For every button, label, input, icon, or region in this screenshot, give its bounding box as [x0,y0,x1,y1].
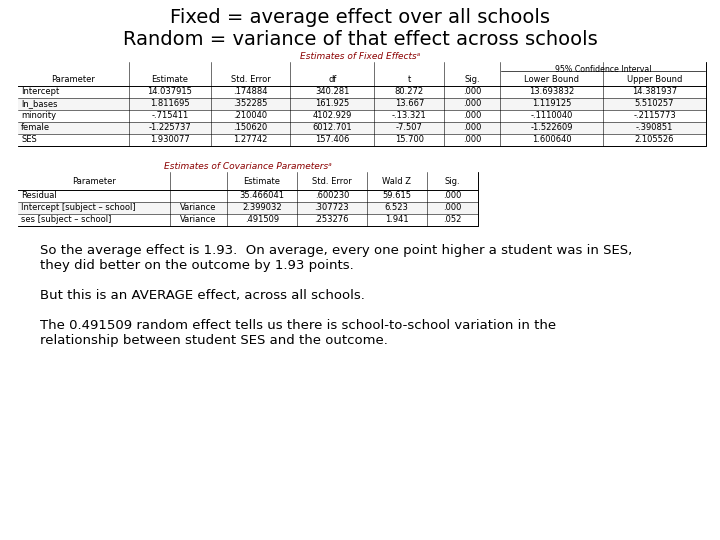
Text: SES: SES [21,136,37,145]
Text: they did better on the outcome by 1.93 points.: they did better on the outcome by 1.93 p… [40,259,354,272]
Text: Std. Error: Std. Error [312,177,352,186]
Text: Sig.: Sig. [444,177,460,186]
Text: .174884: .174884 [233,87,268,97]
Bar [18,202,478,214]
Text: 340.281: 340.281 [315,87,349,97]
Text: df: df [328,75,336,84]
Text: 2.399032: 2.399032 [242,204,282,213]
Bar [18,62,706,146]
Text: Estimate: Estimate [151,75,189,84]
Text: .253276: .253276 [315,215,349,225]
Bar [18,86,706,98]
Text: 59.615: 59.615 [382,192,411,200]
Text: ses [subject – school]: ses [subject – school] [21,215,112,225]
Text: .000: .000 [443,192,462,200]
Text: .000: .000 [463,136,482,145]
Text: 15.700: 15.700 [395,136,424,145]
Text: .000: .000 [463,87,482,97]
Text: Random = variance of that effect across schools: Random = variance of that effect across … [122,30,598,49]
Text: .000: .000 [463,124,482,132]
Text: Variance: Variance [180,215,217,225]
Text: -.13.321: -.13.321 [392,111,427,120]
Text: 13.667: 13.667 [395,99,424,109]
Text: Residual: Residual [21,192,57,200]
Text: .600230: .600230 [315,192,349,200]
Text: -.2115773: -.2115773 [633,111,676,120]
Text: .052: .052 [443,215,462,225]
Text: 14.381937: 14.381937 [632,87,678,97]
Text: .210040: .210040 [233,111,268,120]
Text: 35.466041: 35.466041 [239,192,284,200]
Text: -1.522609: -1.522609 [531,124,573,132]
Text: The 0.491509 random effect tells us there is school-to-school variation in the: The 0.491509 random effect tells us ther… [40,319,556,332]
Text: -.1110040: -.1110040 [531,111,573,120]
Text: Lower Bound: Lower Bound [524,75,580,84]
Text: 1.811695: 1.811695 [150,99,189,109]
Text: minority: minority [21,111,56,120]
Text: Std. Error: Std. Error [230,75,270,84]
Bar [18,172,478,226]
Text: 14.037915: 14.037915 [148,87,192,97]
Text: 1.27742: 1.27742 [233,136,268,145]
Text: Variance: Variance [180,204,217,213]
Text: So the average effect is 1.93.  On average, every one point higher a student was: So the average effect is 1.93. On averag… [40,244,632,257]
Text: 4102.929: 4102.929 [312,111,352,120]
Text: -7.507: -7.507 [396,124,423,132]
Text: But this is an AVERAGE effect, across all schools.: But this is an AVERAGE effect, across al… [40,289,365,302]
Text: -.715411: -.715411 [151,111,189,120]
Bar [18,214,478,226]
Text: .352285: .352285 [233,99,268,109]
Bar [18,134,706,146]
Text: 6.523: 6.523 [384,204,409,213]
Text: .000: .000 [443,204,462,213]
Text: Wald Z: Wald Z [382,177,411,186]
Text: Parameter: Parameter [72,177,116,186]
Text: -.390851: -.390851 [636,124,673,132]
Text: 1.930077: 1.930077 [150,136,190,145]
Bar [18,62,706,86]
Text: 161.925: 161.925 [315,99,349,109]
Text: .307723: .307723 [315,204,349,213]
Text: 1.119125: 1.119125 [532,99,572,109]
Text: Upper Bound: Upper Bound [627,75,683,84]
Text: Intercept [subject – school]: Intercept [subject – school] [21,204,135,213]
Bar [18,190,478,202]
Text: Parameter: Parameter [52,75,96,84]
Bar [18,98,706,110]
Bar [18,110,706,122]
Text: 2.105526: 2.105526 [635,136,675,145]
Text: -1.225737: -1.225737 [148,124,192,132]
Text: t: t [408,75,411,84]
Text: 1.600640: 1.600640 [532,136,572,145]
Text: Fixed = average effect over all schools: Fixed = average effect over all schools [170,8,550,27]
Text: 1.941: 1.941 [385,215,408,225]
Text: Estimate: Estimate [243,177,280,186]
Text: .491509: .491509 [245,215,279,225]
Text: 5.510257: 5.510257 [635,99,675,109]
Text: 6012.701: 6012.701 [312,124,352,132]
Text: 157.406: 157.406 [315,136,349,145]
Text: Estimates of Covariance Parametersᵃ: Estimates of Covariance Parametersᵃ [164,162,332,171]
Text: 13.693832: 13.693832 [529,87,575,97]
Text: 95% Confidence Interval: 95% Confidence Interval [555,65,652,74]
Text: .150620: .150620 [233,124,268,132]
Text: ln_bases: ln_bases [21,99,58,109]
Text: .000: .000 [463,111,482,120]
Text: Sig.: Sig. [464,75,480,84]
Text: 80.272: 80.272 [395,87,424,97]
Bar [18,122,706,134]
Text: female: female [21,124,50,132]
Text: .000: .000 [463,99,482,109]
Text: Intercept: Intercept [21,87,59,97]
Text: Estimates of Fixed Effectsᵃ: Estimates of Fixed Effectsᵃ [300,52,420,61]
Bar [18,172,478,190]
Text: relationship between student SES and the outcome.: relationship between student SES and the… [40,334,388,347]
